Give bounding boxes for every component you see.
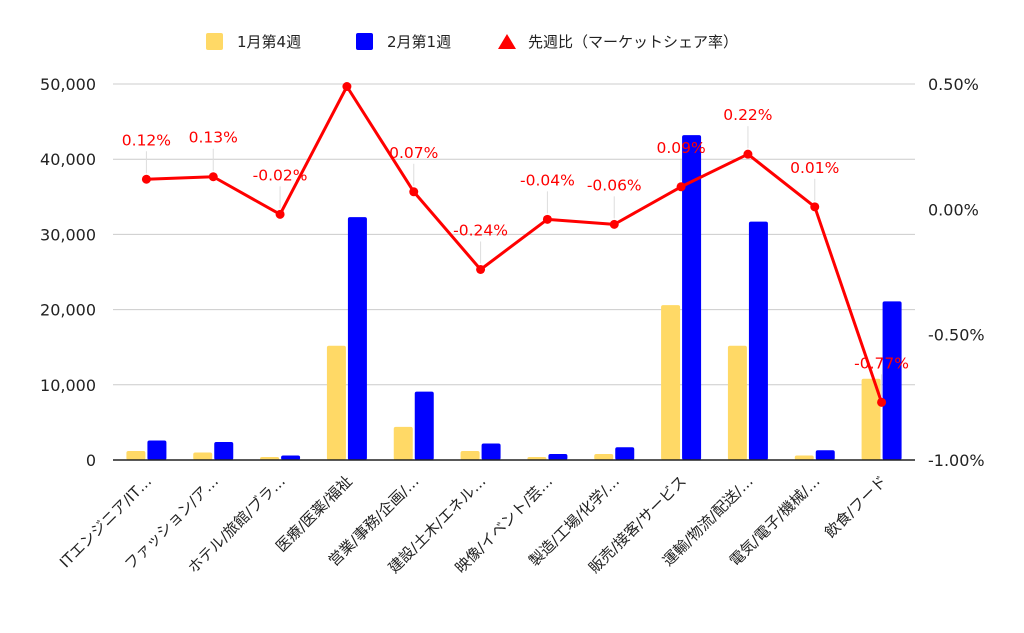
y-right-tick-label: 0.50% — [928, 75, 979, 94]
y-left-tick-label: 40,000 — [40, 150, 96, 169]
bar-1月第4週 — [661, 305, 681, 460]
bar-2月第1週 — [815, 450, 835, 460]
line-point — [743, 149, 753, 159]
line-先週比 — [146, 85, 884, 403]
chart-legend: 1月第4週 2月第1週 先週比（マーケットシェア率） — [0, 28, 1024, 54]
data-label: 0.01% — [790, 159, 839, 177]
bar-1月第4週 — [594, 453, 614, 460]
bar-1月第4週 — [527, 456, 547, 460]
legend-label-series-1: 1月第4週 — [237, 32, 302, 51]
bar-1月第4週 — [393, 426, 413, 460]
line-point — [676, 182, 686, 192]
bar-2月第1週 — [347, 217, 367, 460]
y-left-tick-label: 50,000 — [40, 75, 96, 94]
y-right-tick-label: 0.00% — [928, 200, 979, 219]
bar-1月第4週 — [794, 455, 814, 460]
data-label: -0.77% — [854, 354, 909, 372]
line-point — [342, 82, 352, 92]
line-point — [476, 264, 486, 274]
y-right-tick-label: -1.00% — [928, 451, 985, 470]
y-right-tick-label: -0.50% — [928, 326, 985, 345]
y-left-tick-label: 10,000 — [40, 376, 96, 395]
bar-2月第1週 — [748, 221, 768, 460]
bar-2月第1週 — [214, 441, 234, 460]
legend-label-series-2: 2月第1週 — [387, 32, 452, 51]
legend-swatch-series-2 — [356, 32, 373, 50]
data-label: 0.09% — [656, 139, 705, 157]
bar-2月第1週 — [147, 440, 167, 460]
line-point — [275, 209, 285, 219]
data-label: -0.06% — [587, 176, 642, 194]
bar-2月第1週 — [281, 455, 301, 460]
bar-1月第4週 — [861, 378, 881, 460]
bar-2月第1週 — [682, 135, 702, 461]
bar-2月第1週 — [414, 391, 434, 460]
legend-item-series-2[interactable]: 2月第1週 — [356, 28, 451, 54]
data-label: 0.22% — [723, 106, 772, 124]
data-label: 0.07% — [389, 144, 438, 162]
bar-1月第4週 — [193, 452, 213, 460]
bar-2月第1週 — [481, 443, 501, 460]
line-point — [208, 172, 218, 182]
data-label: 0.13% — [189, 129, 238, 147]
line-point — [877, 397, 887, 407]
line-point — [409, 187, 419, 197]
legend-swatch-series-1 — [206, 32, 223, 50]
line-point — [141, 174, 151, 184]
line-point — [542, 214, 552, 224]
data-label: 0.12% — [122, 131, 171, 149]
data-label: -0.02% — [253, 166, 308, 184]
y-left-tick-label: 0 — [86, 451, 96, 470]
bar-2月第1週 — [548, 453, 568, 460]
bar-1月第4週 — [460, 450, 480, 460]
y-left-tick-label: 30,000 — [40, 225, 96, 244]
legend-item-series-3[interactable]: 先週比（マーケットシェア率） — [498, 28, 738, 54]
line-point — [810, 202, 820, 212]
gridlines — [113, 83, 915, 386]
bar-2月第1週 — [882, 301, 902, 460]
legend-item-series-1[interactable]: 1月第4週 — [206, 28, 301, 54]
bar-1月第4週 — [326, 345, 346, 460]
y-left-tick-label: 20,000 — [40, 301, 96, 320]
line-series: 0.12% 0.13% -0.02% 0.07% -0.24% -0.04% -0.06% 0… — [122, 82, 909, 407]
axes: 0 10,000 20,000 30,000 40,000 50,000 -1.00% -0.… — [40, 75, 985, 577]
bar-2月第1週 — [615, 447, 635, 460]
data-label: -0.24% — [453, 221, 508, 239]
bar-series — [126, 135, 902, 461]
legend-marker-series-3 — [498, 33, 516, 49]
x-category-label: 飲食/フード — [821, 472, 890, 541]
line-point — [609, 219, 619, 229]
bar-1月第4週 — [727, 345, 747, 460]
legend-label-series-3: 先週比（マーケットシェア率） — [528, 32, 739, 51]
data-label: -0.04% — [520, 171, 575, 189]
bar-1月第4週 — [126, 450, 146, 460]
bar-1月第4週 — [260, 456, 280, 460]
